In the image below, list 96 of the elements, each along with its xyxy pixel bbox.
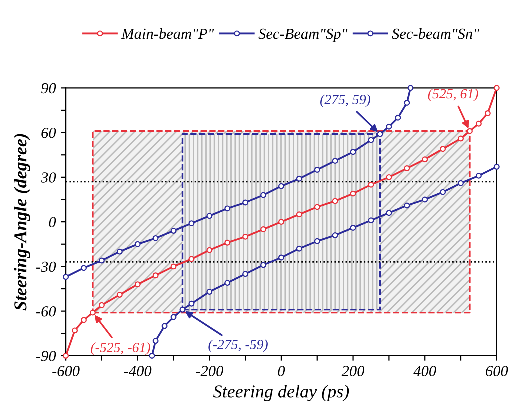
legend-label: Sec-Beam"Sp": [258, 28, 348, 42]
point: [152, 235, 159, 242]
point: [134, 282, 141, 288]
point: [422, 156, 428, 163]
point: [260, 262, 267, 268]
point: [134, 241, 141, 248]
point: [116, 248, 123, 255]
point: [188, 300, 195, 307]
point: [98, 258, 105, 264]
point: [188, 220, 195, 227]
point: [466, 128, 473, 134]
point: [395, 114, 402, 121]
annotation: (525, 61): [428, 88, 478, 102]
point: [278, 183, 284, 190]
point: [90, 310, 96, 316]
point: [476, 120, 482, 127]
point: [170, 228, 177, 234]
x-axis-title: Steering delay (ps): [214, 385, 350, 402]
x-tick-label: -400: [124, 366, 152, 376]
point: [260, 226, 267, 232]
y-tick-label: 30: [41, 172, 56, 183]
point: [206, 289, 213, 295]
point: [116, 292, 123, 298]
point: [72, 328, 78, 334]
point: [296, 246, 302, 252]
point: [332, 232, 338, 238]
point: [440, 189, 446, 196]
point: [224, 240, 231, 246]
point: [260, 192, 267, 198]
annotation: (275, 59): [320, 94, 371, 108]
legend-label: Main-beam"P": [121, 28, 214, 40]
point: [170, 264, 177, 270]
point: [278, 219, 284, 226]
point: [386, 174, 392, 180]
point: [170, 314, 177, 320]
point: [81, 265, 87, 272]
annotation: (-525, -61): [91, 342, 150, 356]
point: [377, 131, 384, 138]
point: [404, 202, 410, 209]
point: [332, 198, 338, 204]
point: [440, 146, 446, 152]
point: [368, 218, 374, 224]
y-tick-label: 60: [42, 128, 56, 138]
point: [458, 180, 464, 186]
y-tick-label: 0: [49, 217, 56, 228]
point: [206, 247, 213, 254]
point: [404, 166, 410, 172]
point: [386, 210, 392, 216]
y-tick-label: -60: [36, 306, 56, 317]
point: [476, 172, 482, 179]
point: [180, 306, 186, 313]
point: [314, 167, 320, 173]
point: [242, 271, 249, 278]
point: [224, 206, 231, 212]
legend-label: Sec-beam"Sn": [392, 28, 480, 40]
annotation: (-275, -59): [208, 340, 268, 352]
point: [368, 182, 374, 188]
point: [152, 338, 159, 344]
point: [350, 149, 356, 156]
x-tick-label: 0: [278, 366, 286, 376]
point: [332, 158, 338, 164]
point: [422, 196, 428, 203]
x-tick-label: 200: [342, 366, 365, 376]
point: [224, 280, 231, 286]
point: [458, 136, 464, 142]
x-tick-label: 400: [414, 366, 436, 376]
y-axis-title: Steering-Angle (degree): [14, 134, 30, 311]
point: [368, 137, 374, 144]
point: [494, 85, 500, 92]
point: [162, 323, 168, 330]
point: [386, 124, 392, 130]
x-tick-label: -200: [196, 366, 224, 376]
point: [188, 256, 195, 262]
point: [152, 272, 159, 279]
point: [206, 213, 213, 220]
point: [81, 317, 87, 324]
point: [242, 234, 249, 240]
x-tick-label: -600: [52, 366, 80, 376]
point: [63, 274, 70, 280]
point: [296, 176, 302, 182]
y-tick-label: -90: [36, 351, 56, 362]
x-tick-label: 600: [486, 366, 508, 376]
point: [278, 254, 284, 261]
point: [350, 225, 356, 232]
point: [98, 302, 105, 308]
y-tick-label: 90: [41, 83, 56, 94]
point: [350, 190, 356, 197]
point: [404, 100, 410, 106]
point: [314, 204, 320, 210]
point: [494, 164, 500, 170]
point: [296, 212, 302, 218]
point: [408, 85, 414, 92]
point: [242, 200, 249, 206]
y-tick-label: -30: [36, 262, 56, 272]
point: [484, 110, 491, 116]
point: [314, 238, 320, 244]
